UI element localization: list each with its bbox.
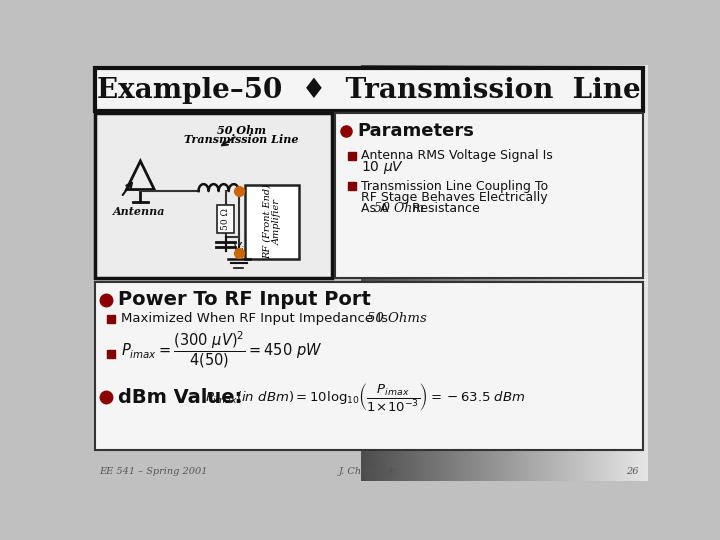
Text: Power To RF Input Port: Power To RF Input Port [118,290,371,309]
Text: Maximized When RF Input Impedance Is: Maximized When RF Input Impedance Is [121,313,392,326]
Text: 50 Ohm: 50 Ohm [374,201,425,214]
FancyBboxPatch shape [245,185,300,259]
Text: $P_{imax} = \dfrac{(300\ \mu V)^{2}}{4(50)} = 450\ pW$: $P_{imax} = \dfrac{(300\ \mu V)^{2}}{4(5… [121,329,323,370]
FancyBboxPatch shape [94,112,332,278]
Text: 50 Ω: 50 Ω [221,208,230,230]
Text: Transmission Line: Transmission Line [184,134,298,145]
Text: 50 Ohm: 50 Ohm [217,125,266,136]
FancyBboxPatch shape [94,282,644,450]
Text: dBm Value:: dBm Value: [118,388,242,407]
Text: RF Stage Behaves Electrically: RF Stage Behaves Electrically [361,191,548,204]
Text: Antenna RMS Voltage Signal Is: Antenna RMS Voltage Signal Is [361,149,553,162]
Text: 26: 26 [626,467,639,476]
Text: $V_i$: $V_i$ [232,240,245,255]
Text: $10\ \mu V$: $10\ \mu V$ [361,159,405,176]
Text: RF (Front End)
Amplifier: RF (Front End) Amplifier [262,185,282,259]
Text: Parameters: Parameters [357,122,474,140]
Text: Antenna: Antenna [113,206,166,218]
Text: Resistance: Resistance [408,201,480,214]
Text: $P_{imax}(in\ dBm) = 10\log_{10}\!\left(\dfrac{P_{imax}}{1\!\times\!10^{-3}}\rig: $P_{imax}(in\ dBm) = 10\log_{10}\!\left(… [204,381,525,414]
FancyBboxPatch shape [217,205,234,233]
FancyBboxPatch shape [335,112,644,278]
Text: As A: As A [361,201,392,214]
Text: Transmission Line Coupling To: Transmission Line Coupling To [361,180,549,193]
FancyBboxPatch shape [94,68,644,111]
Text: 50 Ohms: 50 Ohms [367,313,427,326]
Text: Example–50  ♦  Transmission  Line: Example–50 ♦ Transmission Line [97,77,641,104]
Text: EE 541 – Spring 2001: EE 541 – Spring 2001 [99,467,208,476]
Text: J. Choma, Jr.: J. Choma, Jr. [338,467,400,476]
